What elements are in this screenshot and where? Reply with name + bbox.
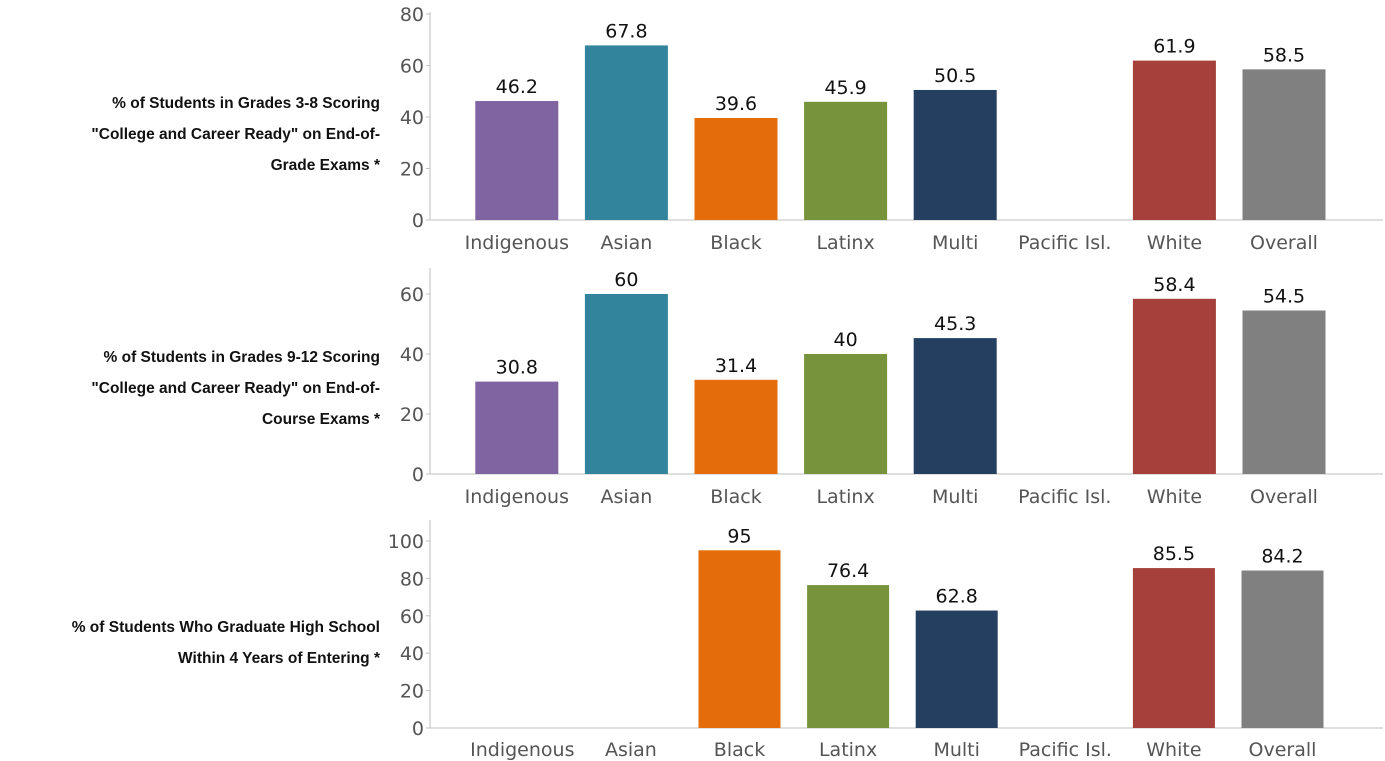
row-label-line: "College and Career Ready" on End-of- <box>91 380 380 397</box>
bar <box>804 101 888 220</box>
category-label: Latinx <box>816 486 874 508</box>
bar-chart: 0 20 40 60 80 100 Indigenous Asian 95 Black 76.4 La… <box>388 520 1383 761</box>
y-tick-label: 80 <box>400 4 424 26</box>
bar <box>694 379 778 474</box>
y-tick-label: 0 <box>412 464 424 486</box>
value-label: 54.5 <box>1263 286 1305 308</box>
row-label: % of Students in Grades 3-8 Scoring "Col… <box>0 88 380 181</box>
value-label: 45.9 <box>824 77 866 99</box>
value-label: 85.5 <box>1153 543 1195 565</box>
value-label: 31.4 <box>715 355 757 377</box>
bar <box>804 354 888 474</box>
category-label: Black <box>710 232 761 254</box>
bar <box>698 550 781 728</box>
value-label: 61.9 <box>1153 36 1195 58</box>
category-label: Black <box>714 739 765 761</box>
y-tick-label: 60 <box>400 606 424 628</box>
row-label-line: "College and Career Ready" on End-of- <box>91 126 380 143</box>
category-label: Multi <box>932 486 978 508</box>
row-label-line: % of Students in Grades 9-12 Scoring <box>103 349 380 366</box>
category-label: Indigenous <box>470 739 574 761</box>
bar <box>915 610 998 728</box>
bar-chart: 0 20 40 60 30.8 Indigenous 60 Asian 31.4 Black 40 L… <box>400 268 1383 508</box>
row-label-line: Course Exams * <box>261 411 380 428</box>
value-label: 50.5 <box>934 65 976 87</box>
bar <box>694 118 778 220</box>
bar <box>475 101 559 220</box>
row-label-line: % of Students in Grades 3-8 Scoring <box>112 95 380 112</box>
row-label: % of Students Who Graduate High School W… <box>0 612 380 674</box>
bar <box>913 89 997 221</box>
value-label: 67.8 <box>605 20 647 42</box>
bar <box>1132 568 1215 728</box>
bar <box>807 585 890 728</box>
y-tick-label: 60 <box>400 56 424 78</box>
category-label: Pacific Isl. <box>1019 739 1112 761</box>
bar <box>584 45 668 220</box>
value-label: 30.8 <box>496 357 538 379</box>
value-label: 60 <box>614 269 638 291</box>
y-tick-label: 80 <box>400 568 424 590</box>
category-label: White <box>1147 232 1202 254</box>
y-tick-label: 20 <box>400 404 424 426</box>
value-label: 40 <box>834 329 858 351</box>
value-label: 45.3 <box>934 313 976 335</box>
category-label: Latinx <box>816 232 874 254</box>
y-tick-label: 40 <box>400 643 424 665</box>
value-label: 84.2 <box>1261 546 1303 568</box>
category-label: Overall <box>1250 486 1318 508</box>
row-label-line: Within 4 Years of Entering * <box>178 650 380 667</box>
y-tick-label: 0 <box>412 718 424 740</box>
y-tick-label: 100 <box>388 531 424 553</box>
bar-chart: 0 20 40 60 80 46.2 Indigenous 67.8 Asian 39.6 Blac… <box>400 4 1383 254</box>
bar <box>1132 298 1216 474</box>
panel-grades-3-8: % of Students in Grades 3-8 Scoring "Col… <box>0 0 1385 256</box>
value-label: 39.6 <box>715 93 757 115</box>
category-label: Latinx <box>819 739 877 761</box>
y-tick-label: 40 <box>400 107 424 129</box>
category-label: Multi <box>933 739 979 761</box>
category-label: Asian <box>605 739 657 761</box>
value-label: 62.8 <box>936 586 978 608</box>
bar <box>913 338 997 474</box>
bar <box>584 294 668 474</box>
category-label: Indigenous <box>465 232 569 254</box>
panel-graduation: % of Students Who Graduate High School W… <box>0 512 1385 761</box>
category-label: Black <box>710 486 761 508</box>
panel-grades-9-12: % of Students in Grades 9-12 Scoring "Co… <box>0 256 1385 512</box>
category-label: Multi <box>932 232 978 254</box>
category-label: Pacific Isl. <box>1018 232 1111 254</box>
bar <box>1242 310 1326 474</box>
bar <box>1241 570 1324 728</box>
row-label-line: % of Students Who Graduate High School <box>71 619 380 636</box>
value-label: 95 <box>727 525 751 547</box>
y-tick-label: 40 <box>400 344 424 366</box>
bar <box>1242 69 1326 220</box>
category-label: Indigenous <box>465 486 569 508</box>
category-label: White <box>1147 486 1202 508</box>
value-label: 46.2 <box>496 76 538 98</box>
bar <box>1132 60 1216 220</box>
y-tick-label: 20 <box>400 159 424 181</box>
row-label: % of Students in Grades 9-12 Scoring "Co… <box>0 342 380 435</box>
y-tick-label: 0 <box>412 210 424 232</box>
category-label: Overall <box>1250 232 1318 254</box>
category-label: Pacific Isl. <box>1018 486 1111 508</box>
row-label-line: Grade Exams * <box>270 157 380 174</box>
bar <box>475 381 559 474</box>
value-label: 58.5 <box>1263 44 1305 66</box>
category-label: Asian <box>600 232 652 254</box>
value-label: 58.4 <box>1153 274 1195 296</box>
category-label: White <box>1146 739 1201 761</box>
category-label: Overall <box>1249 739 1317 761</box>
value-label: 76.4 <box>827 560 869 582</box>
category-label: Asian <box>600 486 652 508</box>
y-tick-label: 60 <box>400 284 424 306</box>
y-tick-label: 20 <box>400 681 424 703</box>
